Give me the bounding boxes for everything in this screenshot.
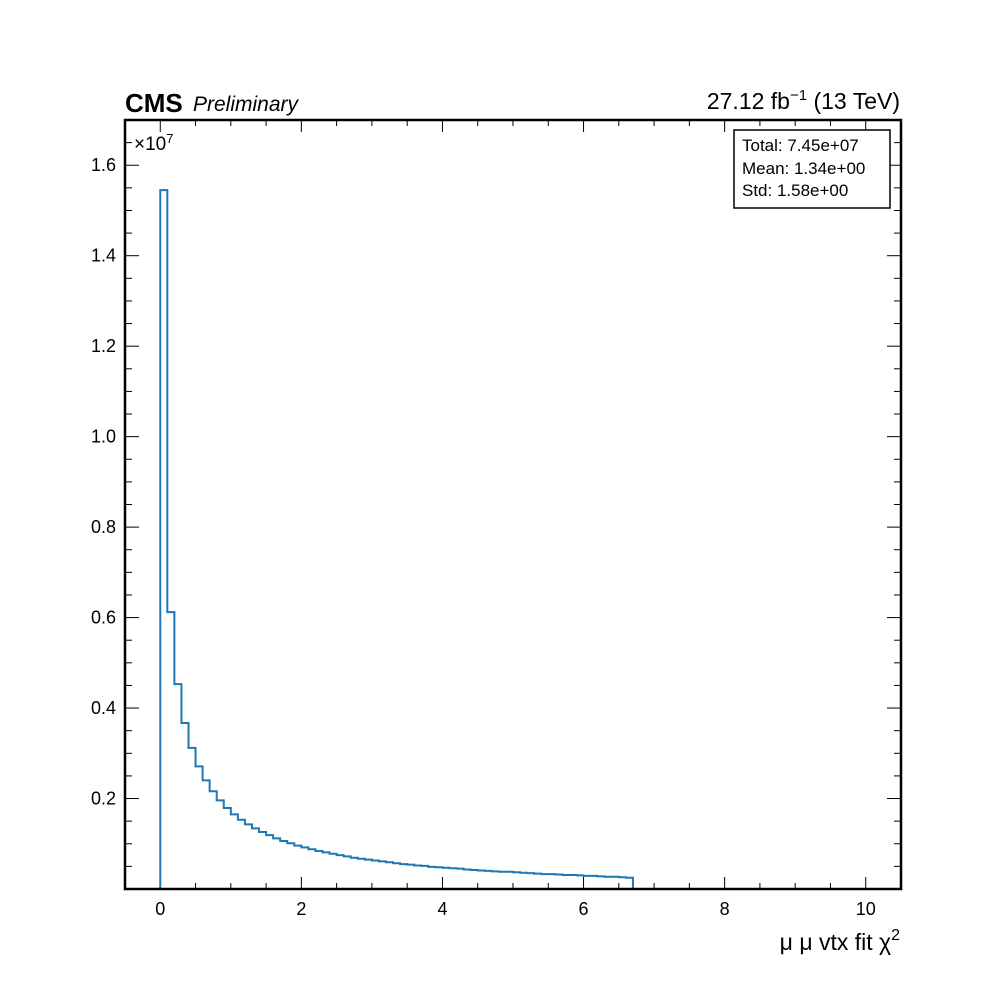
tick-labels: 0 2 4 6 8 10 0.2 0.4 0.6 0.8 1.0 1.2 1.4 1.6 bbox=[91, 155, 876, 919]
y-tick-label: 0.2 bbox=[91, 789, 116, 809]
y-tick-label: 0.8 bbox=[91, 517, 116, 537]
x-tick-label: 2 bbox=[296, 899, 306, 919]
stats-mean: Mean: 1.34e+00 bbox=[742, 159, 865, 178]
stats-std: Std: 1.58e+00 bbox=[742, 181, 848, 200]
y-multiplier: ×107 bbox=[134, 131, 173, 155]
x-axis-label-sup: 2 bbox=[891, 927, 900, 944]
x-tick-label: 10 bbox=[856, 899, 876, 919]
y-tick-label: 0.4 bbox=[91, 698, 116, 718]
luminosity-label: 27.12 fb−1 (13 TeV) bbox=[707, 87, 900, 114]
y-tick-label: 1.6 bbox=[91, 155, 116, 175]
stats-total: Total: 7.45e+07 bbox=[742, 136, 859, 155]
y-multiplier-base: ×10 bbox=[134, 134, 166, 155]
y-tick-label: 1.4 bbox=[91, 246, 116, 266]
status-label: Preliminary bbox=[193, 93, 300, 116]
histogram-step-line bbox=[159, 189, 634, 889]
energy-label: (13 TeV) bbox=[807, 88, 900, 114]
axis-ticks bbox=[124, 119, 902, 889]
x-axis-label: μ μ vtx fit χ2 bbox=[780, 927, 900, 955]
x-tick-label: 4 bbox=[437, 899, 447, 919]
y-tick-label: 0.6 bbox=[91, 608, 116, 628]
x-tick-label: 6 bbox=[579, 899, 589, 919]
y-tick-label: 1.0 bbox=[91, 427, 116, 447]
lumi-value: 27.12 fb bbox=[707, 88, 790, 114]
y-multiplier-exponent: 7 bbox=[166, 131, 173, 146]
x-tick-label: 8 bbox=[720, 899, 730, 919]
experiment-label: CMS bbox=[125, 88, 183, 118]
plot-frame bbox=[123, 118, 903, 891]
x-axis-label-base: μ μ vtx fit χ bbox=[780, 929, 891, 955]
stats-box bbox=[733, 129, 891, 209]
lumi-exponent: −1 bbox=[790, 87, 807, 104]
x-tick-label: 0 bbox=[155, 899, 165, 919]
y-tick-label: 1.2 bbox=[91, 336, 116, 356]
